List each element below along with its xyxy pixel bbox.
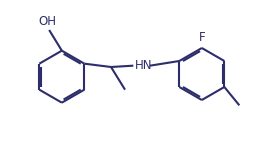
Text: F: F bbox=[199, 31, 205, 44]
Text: HN: HN bbox=[135, 59, 152, 72]
Text: OH: OH bbox=[38, 15, 57, 28]
